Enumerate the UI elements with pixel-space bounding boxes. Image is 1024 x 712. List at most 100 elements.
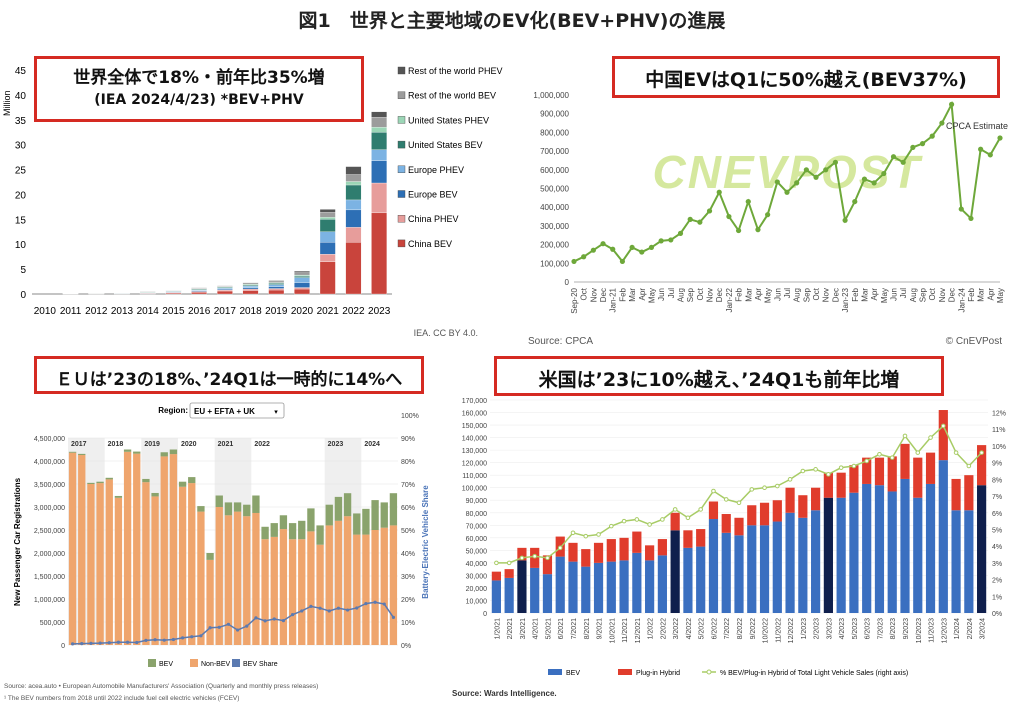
x-tick-label: 9/2022 xyxy=(750,618,757,640)
china-callout-text: 中国EVはQ1に50%越え(BEV37%) xyxy=(645,69,967,91)
bar-non-bev xyxy=(206,560,213,645)
share-point xyxy=(942,424,946,428)
legend-label: Europe BEV xyxy=(408,190,458,200)
x-tick-label: May xyxy=(764,288,773,303)
world-callout: 世界全体で18%・前年比35%増 (IEA 2024/4/23) *BEV+PH… xyxy=(34,56,364,122)
bev-share-point xyxy=(227,623,230,626)
x-tick-label: Sep xyxy=(919,287,928,302)
data-point xyxy=(804,167,809,172)
bar-phev xyxy=(683,530,692,548)
legend-swatch xyxy=(398,240,405,247)
share-point xyxy=(520,556,524,560)
x-tick-label: 2/2022 xyxy=(660,618,667,640)
share-point xyxy=(495,561,499,565)
bar-non-bev xyxy=(353,535,360,645)
bar-segment xyxy=(371,112,386,117)
share-point xyxy=(558,546,562,550)
region-select-value: EU + EFTA + UK xyxy=(194,407,255,416)
x-tick-label: 2010 xyxy=(34,306,57,317)
data-point xyxy=(755,227,760,232)
data-point xyxy=(784,190,789,195)
y-tick-label: 25 xyxy=(15,166,27,177)
legend-swatch xyxy=(148,659,156,667)
data-point xyxy=(997,135,1002,140)
bar-non-bev xyxy=(234,512,241,645)
credit-label: © CnEVPost xyxy=(946,336,1003,347)
share-point xyxy=(903,434,907,438)
bar-bev xyxy=(344,493,351,516)
bar-bev xyxy=(581,567,590,613)
bev-share-point xyxy=(282,619,285,622)
bar-bev xyxy=(888,491,897,613)
y-tick-label: 0 xyxy=(483,611,487,618)
bar-non-bev xyxy=(106,479,113,645)
bar-segment xyxy=(346,175,361,182)
share-point xyxy=(839,466,843,470)
x-tick-label: 12/2021 xyxy=(635,618,642,643)
bar-segment xyxy=(371,213,386,294)
bar-bev xyxy=(696,547,705,613)
world-callout-line2: (IEA 2024/4/23) *BEV+PHV xyxy=(37,92,361,108)
bar-phev xyxy=(619,538,628,561)
x-tick-label: Apr xyxy=(870,288,879,301)
legend-swatch xyxy=(232,659,240,667)
bar-phev xyxy=(798,495,807,518)
share-point xyxy=(661,518,665,522)
data-point xyxy=(901,160,906,165)
data-point xyxy=(581,254,586,259)
y-tick-label: 130,000 xyxy=(462,448,487,455)
bar-segment xyxy=(294,276,309,277)
y-tick-label: 5 xyxy=(20,265,26,276)
bar-non-bev xyxy=(188,483,195,645)
y-tick-label: 900,000 xyxy=(540,110,569,119)
bar-phev xyxy=(875,458,884,486)
bev-share-point xyxy=(98,642,101,645)
data-point xyxy=(862,177,867,182)
bar-segment xyxy=(243,289,258,290)
x-tick-label: Jan-24 xyxy=(957,287,966,312)
bar-bev xyxy=(594,563,603,613)
bar-bev xyxy=(316,525,323,544)
share-point xyxy=(648,523,652,527)
bar-phev xyxy=(760,503,769,526)
bar-segment xyxy=(320,242,335,254)
bar-bev xyxy=(326,505,333,526)
bar-non-bev xyxy=(271,537,278,645)
bar-bev xyxy=(556,557,565,613)
x-tick-label: Aug xyxy=(793,288,802,302)
bev-share-point xyxy=(337,607,340,610)
data-point xyxy=(891,154,896,159)
y-tick-label: 0 xyxy=(20,290,26,301)
legend-label: China BEV xyxy=(408,239,452,249)
source-label: Source: acea.auto • European Automobile … xyxy=(4,683,318,690)
bar-segment xyxy=(243,291,258,294)
y2-tick-label: 12% xyxy=(992,411,1006,418)
bar-bev xyxy=(106,478,113,480)
y-tick-label: 2,000,000 xyxy=(34,551,65,558)
bev-share-point xyxy=(172,638,175,641)
data-point xyxy=(639,249,644,254)
bar-non-bev xyxy=(69,453,76,645)
share-point xyxy=(776,484,780,488)
bar-phev xyxy=(900,444,909,479)
data-point xyxy=(988,152,993,157)
data-point xyxy=(842,218,847,223)
x-tick-label: 2020 xyxy=(291,306,314,317)
data-point xyxy=(813,175,818,180)
legend-swatch xyxy=(618,669,632,675)
x-tick-label: Sep-20 xyxy=(570,287,579,313)
data-point xyxy=(968,216,973,221)
x-tick-label: Dec xyxy=(715,288,724,302)
bev-share-point xyxy=(355,606,358,609)
bar-bev xyxy=(381,502,388,527)
data-point xyxy=(910,145,915,150)
bar-non-bev xyxy=(381,528,388,645)
x-tick-label: 4/2021 xyxy=(533,618,540,640)
y-tick-label: 30,000 xyxy=(466,573,488,580)
y-axis-label: New Passenger Car Registrations xyxy=(13,477,22,606)
share-point xyxy=(673,508,677,512)
data-point xyxy=(775,179,780,184)
data-point xyxy=(930,134,935,139)
us-ev-chart-svg: 010,00020,00030,00040,00050,00060,00070,… xyxy=(440,352,1024,708)
